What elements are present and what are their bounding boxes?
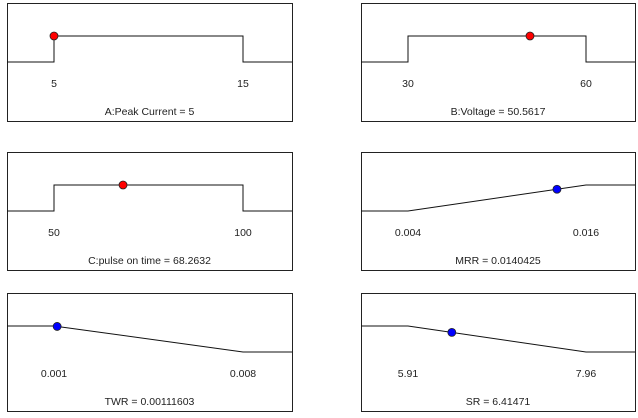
panel-label: B:Voltage = 50.5617 (451, 106, 546, 118)
tick-label: 60 (580, 78, 592, 90)
tick-label: 0.016 (573, 227, 599, 239)
desirability-line (361, 35, 635, 63)
panel-label: TWR = 0.00111603 (105, 396, 195, 408)
panel-label: MRR = 0.0140425 (455, 255, 541, 267)
panel-label: SR = 6.41471 (466, 396, 531, 408)
desirability-line (7, 325, 292, 353)
current-value-marker (49, 31, 59, 41)
current-value-marker (118, 180, 128, 190)
desirability-line (7, 35, 292, 63)
tick-label: 50 (48, 227, 60, 239)
desirability-line (361, 325, 635, 353)
panel-frame (361, 293, 636, 412)
tick-label: 5.91 (398, 368, 419, 380)
tick-label: 0.008 (230, 368, 256, 380)
tick-label: 5 (51, 78, 57, 90)
desirability-line (7, 184, 292, 212)
ramp-panel-twr: 0.001 0.008 TWR = 0.00111603 (7, 293, 293, 412)
panel-frame (7, 293, 293, 412)
tick-label: 15 (237, 78, 249, 90)
ramp-panel-a: 5 15 A:Peak Current = 5 (7, 3, 293, 122)
current-value-marker (52, 322, 62, 331)
desirability-line (361, 184, 635, 212)
ramp-panel-mrr: 0.004 0.016 MRR = 0.0140425 (361, 152, 636, 271)
panel-label: C:pulse on time = 68.2632 (88, 255, 211, 267)
tick-label: 30 (402, 78, 414, 90)
tick-label: 0.001 (41, 368, 67, 380)
ramp-panel-sr: 5.91 7.96 SR = 6.41471 (361, 293, 636, 412)
current-value-marker (552, 184, 562, 194)
tick-label: 7.96 (576, 368, 597, 380)
ramp-panel-c: 50 100 C:pulse on time = 68.2632 (7, 152, 293, 271)
tick-label: 100 (234, 227, 252, 239)
tick-label: 0.004 (395, 227, 421, 239)
current-value-marker (447, 328, 457, 337)
current-value-marker (525, 31, 535, 41)
ramp-panel-b: 30 60 B:Voltage = 50.5617 (361, 3, 636, 122)
panel-label: A:Peak Current = 5 (105, 106, 195, 118)
